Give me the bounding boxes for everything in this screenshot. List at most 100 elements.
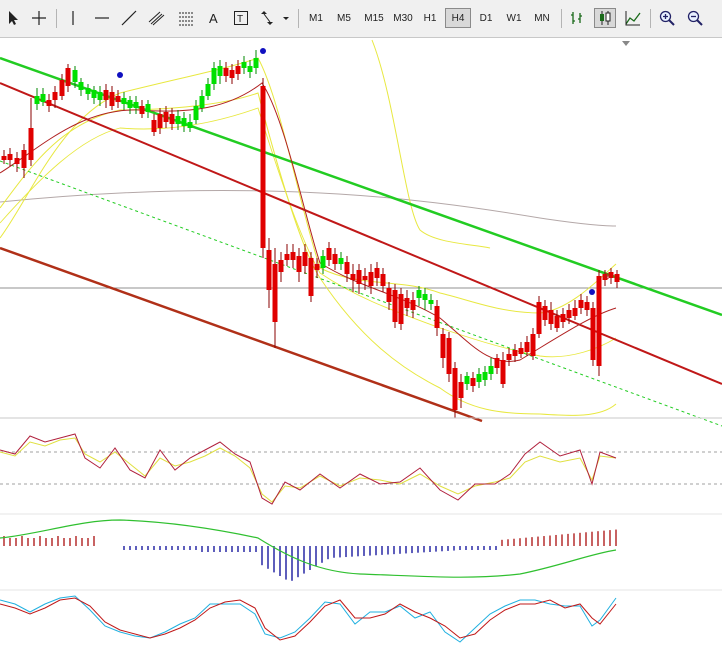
toolbar-separator bbox=[650, 9, 651, 28]
candle-body bbox=[103, 90, 109, 100]
candlestick-series bbox=[1, 50, 620, 418]
timeframe-d1[interactable]: D1 bbox=[479, 12, 493, 24]
stochastic-signal-line bbox=[0, 595, 617, 643]
equidistant-channel-icon[interactable] bbox=[146, 8, 168, 28]
timeframe-m30[interactable]: M30 bbox=[393, 12, 413, 24]
fibonacci-icon[interactable] bbox=[175, 8, 197, 28]
candle-body bbox=[476, 374, 482, 382]
channel-center-dashed bbox=[0, 160, 722, 427]
candle-body bbox=[109, 92, 115, 106]
cursor-icon[interactable] bbox=[2, 8, 24, 28]
candle-body bbox=[362, 276, 368, 280]
arrows-dropdown-icon[interactable] bbox=[258, 8, 292, 28]
candle-body bbox=[524, 342, 530, 352]
candle-body bbox=[536, 302, 542, 334]
trendline-icon[interactable] bbox=[118, 8, 140, 28]
candle-body bbox=[428, 300, 434, 304]
candle-body bbox=[115, 96, 121, 102]
candle-body bbox=[253, 58, 259, 68]
candle-body bbox=[314, 264, 320, 270]
candle-body bbox=[127, 100, 133, 108]
chart-toolbar: A T M1 M5 M15 M30 H1 H4 D1 W1 MN bbox=[0, 0, 722, 38]
candle-body bbox=[65, 68, 71, 86]
candle-body bbox=[380, 274, 386, 286]
candle-body bbox=[422, 294, 428, 300]
vertical-line-icon[interactable] bbox=[62, 8, 84, 28]
candle-body bbox=[52, 92, 58, 100]
rsi-line bbox=[0, 433, 617, 505]
candle-body bbox=[590, 308, 596, 360]
candle-body bbox=[85, 88, 91, 94]
candle-body bbox=[272, 264, 278, 322]
candle-body bbox=[458, 382, 464, 398]
text-icon[interactable]: A bbox=[202, 8, 224, 28]
candle-body bbox=[266, 250, 272, 290]
candle-body bbox=[440, 334, 446, 358]
candle-body bbox=[163, 112, 169, 122]
candle-body bbox=[434, 306, 440, 328]
bar-chart-icon[interactable] bbox=[566, 8, 588, 28]
candle-body bbox=[91, 90, 97, 98]
candle-body bbox=[338, 258, 344, 264]
candle-body bbox=[205, 84, 211, 96]
candle-body bbox=[332, 254, 338, 264]
timeframe-w1[interactable]: W1 bbox=[506, 12, 522, 24]
candle-body bbox=[145, 104, 151, 112]
candle-body bbox=[470, 378, 476, 386]
candle-body bbox=[169, 114, 175, 124]
stochastic-panel bbox=[0, 595, 617, 643]
candle-body bbox=[72, 70, 78, 82]
candle-body bbox=[518, 348, 524, 354]
candlestick-chart-icon[interactable] bbox=[594, 8, 616, 28]
candle-body bbox=[392, 290, 398, 322]
candle-body bbox=[578, 300, 584, 308]
candle-body bbox=[308, 258, 314, 296]
timeframe-mn[interactable]: MN bbox=[534, 12, 550, 24]
price-chart[interactable]: ⊕ bbox=[0, 38, 722, 664]
candle-body bbox=[548, 310, 554, 324]
line-chart-icon[interactable] bbox=[622, 8, 644, 28]
candle-body bbox=[446, 338, 452, 374]
macd-panel bbox=[0, 519, 617, 581]
candle-body bbox=[530, 334, 536, 356]
candle-body bbox=[614, 274, 620, 282]
candle-body bbox=[302, 252, 308, 266]
candle-body bbox=[464, 376, 470, 384]
timeframe-h4[interactable]: H4 bbox=[445, 8, 471, 28]
candle-body bbox=[157, 114, 163, 128]
candle-body bbox=[151, 120, 157, 132]
zoom-out-icon[interactable] bbox=[684, 8, 706, 28]
candle-body bbox=[7, 154, 13, 160]
candle-body bbox=[78, 82, 84, 90]
text-label-icon[interactable]: T bbox=[230, 8, 252, 28]
candle-body bbox=[235, 66, 241, 74]
candle-body bbox=[386, 288, 392, 302]
candle-body bbox=[296, 256, 302, 272]
fast-moving-average bbox=[0, 82, 617, 362]
candle-body bbox=[28, 128, 34, 160]
candle-body bbox=[500, 360, 506, 384]
candle-body bbox=[284, 254, 290, 260]
candle-body bbox=[560, 314, 566, 322]
macd-signal-line bbox=[0, 519, 617, 578]
candle-body bbox=[326, 248, 332, 260]
candle-body bbox=[211, 68, 217, 84]
zoom-in-icon[interactable] bbox=[656, 8, 678, 28]
crosshair-icon[interactable] bbox=[28, 8, 50, 28]
timeframe-m5[interactable]: M5 bbox=[337, 12, 351, 24]
timeframe-m15[interactable]: M15 bbox=[364, 12, 384, 24]
moving-average-line bbox=[0, 189, 617, 227]
candle-body bbox=[199, 96, 205, 108]
rsi-panel bbox=[0, 433, 722, 505]
macd-histogram bbox=[3, 529, 617, 581]
candle-body bbox=[488, 366, 494, 374]
candle-body bbox=[452, 368, 458, 410]
rsi-signal-line bbox=[0, 437, 617, 503]
bollinger-upper bbox=[0, 57, 617, 314]
chart-shift-marker-icon bbox=[622, 41, 630, 46]
horizontal-line-icon[interactable] bbox=[91, 8, 113, 28]
candle-body bbox=[584, 302, 590, 310]
candle-body bbox=[512, 350, 518, 356]
timeframe-h1[interactable]: H1 bbox=[423, 12, 437, 24]
timeframe-m1[interactable]: M1 bbox=[309, 12, 323, 24]
